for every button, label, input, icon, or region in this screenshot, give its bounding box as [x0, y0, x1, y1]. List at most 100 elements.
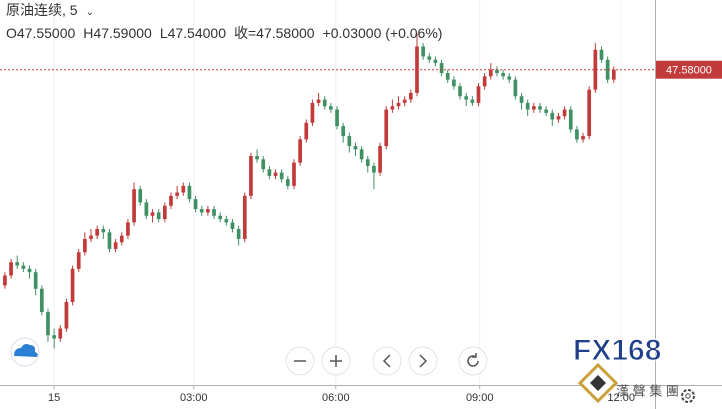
candle-body	[15, 262, 20, 266]
candle-body	[218, 215, 223, 220]
candle-body	[531, 106, 536, 110]
candle-body	[359, 149, 364, 160]
candle-body	[33, 272, 38, 289]
candle-body	[138, 189, 143, 203]
candle-body	[562, 109, 567, 117]
candle-body	[427, 56, 432, 60]
x-tick-label: 09:00	[466, 392, 494, 404]
candle-body	[353, 146, 358, 150]
candle-body	[52, 335, 56, 339]
candle-body	[162, 205, 167, 220]
interval-dropdown[interactable]: ⌄	[85, 7, 94, 18]
candle-body	[212, 209, 216, 216]
scroll-right-button[interactable]	[408, 346, 438, 376]
candle-body	[3, 275, 7, 286]
candle-body	[605, 59, 610, 80]
candle-body	[273, 172, 278, 176]
candle-body	[95, 229, 100, 236]
candle-body	[58, 328, 63, 339]
candle-body	[599, 49, 604, 60]
candle-body	[150, 212, 155, 216]
candle-body	[70, 268, 75, 303]
candle-body	[187, 185, 192, 200]
candle-body	[132, 189, 136, 223]
candle-body	[402, 99, 407, 103]
settings-icon[interactable]	[681, 389, 695, 403]
x-tick-label: 06:00	[322, 392, 350, 404]
candle-body	[83, 238, 87, 253]
candle-body	[261, 159, 266, 170]
zoom-out-button[interactable]	[285, 346, 315, 376]
candle-body	[495, 69, 499, 74]
candle-body	[267, 169, 272, 176]
logo-text: FX168	[573, 334, 661, 367]
company-name: 漢 聲 集 團	[616, 383, 679, 398]
candle-body	[538, 106, 542, 110]
candle-body	[390, 106, 395, 110]
candle-body	[439, 63, 444, 74]
candle-body	[76, 252, 81, 269]
x-tick-label: 15	[48, 392, 60, 404]
candle-body	[310, 102, 315, 123]
candle-body	[341, 126, 346, 137]
candle-body	[347, 136, 352, 147]
candle-body	[408, 92, 413, 100]
candle-body	[39, 288, 44, 312]
candle-body	[575, 129, 579, 140]
candle-body	[249, 155, 253, 196]
candle-body	[9, 262, 13, 276]
candle-body	[507, 76, 512, 80]
candle-body	[365, 159, 370, 166]
candle-body	[156, 212, 161, 220]
last-price-badge	[656, 60, 722, 79]
candle-body	[335, 109, 339, 127]
candle-body	[544, 109, 548, 113]
candle-body	[421, 46, 425, 57]
candle-body	[304, 122, 309, 140]
candle-body	[175, 192, 179, 196]
candle-body	[169, 195, 173, 206]
x-tick-label: 12:00	[607, 392, 635, 404]
legend-header: 原油连续, 5 ⌄ O47.55000 H47.59000 L47.54000 收=47…	[6, 0, 450, 43]
candle-body	[372, 165, 376, 173]
cloud-icon[interactable]	[10, 337, 40, 367]
ohlc-row: O47.55000 H47.59000 L47.54000 收=47.58000 +0.…	[6, 23, 450, 43]
candle-body	[568, 109, 573, 130]
candle-body	[46, 311, 50, 336]
ohlc-value: H47.59000	[83, 25, 152, 41]
candle-body	[21, 265, 26, 269]
candle-body	[206, 209, 210, 213]
symbol-row: 原油连续, 5 ⌄	[6, 0, 450, 23]
watermark: FX168 漢 聲 集 團	[573, 333, 679, 404]
candle-body	[396, 102, 401, 107]
candle-body	[298, 139, 302, 163]
candle-body	[556, 116, 561, 120]
cloud-shape	[14, 344, 38, 357]
candle-body	[611, 69, 616, 80]
candle-body	[224, 219, 229, 223]
candle-body	[322, 99, 327, 107]
ohlc-value: +0.03000 (+0.06%)	[322, 25, 443, 41]
candle-body	[193, 199, 198, 210]
x-tick-label: 03:00	[180, 392, 208, 404]
candle-body	[113, 242, 118, 249]
reset-button[interactable]	[458, 346, 488, 376]
candle-body	[126, 222, 130, 236]
candle-body	[550, 112, 555, 120]
candle-body	[316, 99, 321, 103]
candle-body	[452, 79, 456, 87]
candle-body	[101, 229, 106, 233]
zoom-in-button[interactable]	[321, 346, 351, 376]
candle-body	[501, 73, 505, 77]
candle-body	[230, 222, 235, 230]
candle-body	[384, 109, 389, 147]
candle-body	[519, 96, 524, 103]
candle-body	[458, 86, 462, 97]
candle-body	[107, 232, 112, 249]
candle-body	[144, 202, 149, 216]
candle-body	[27, 268, 32, 273]
scroll-left-button[interactable]	[372, 346, 402, 376]
